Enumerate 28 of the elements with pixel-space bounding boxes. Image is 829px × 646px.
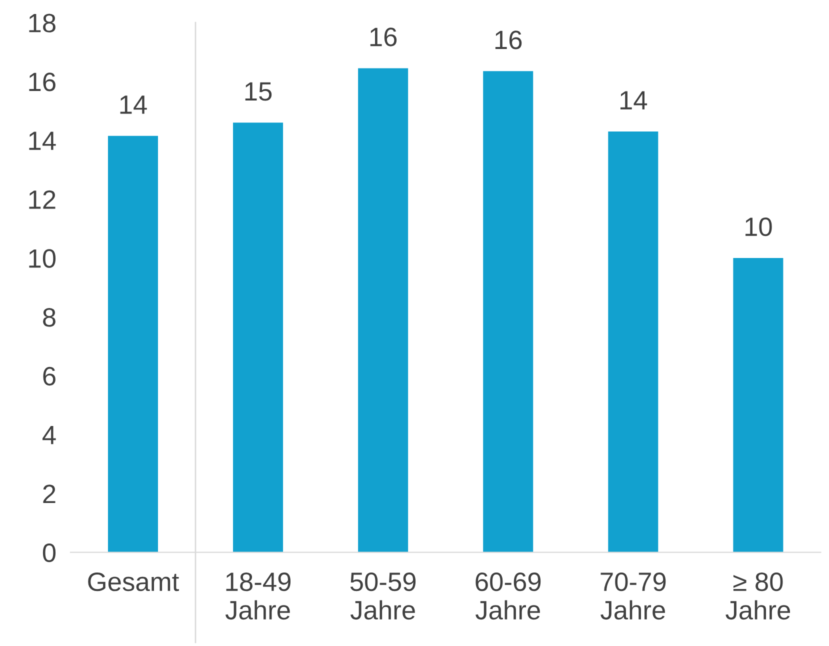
bar (358, 68, 408, 552)
bar (608, 131, 658, 552)
data-label: 14 (620, 91, 648, 110)
data-label: 14 (120, 96, 147, 114)
y-tick-label: 6 (43, 366, 56, 386)
x-tick-label: 50-59 Jahre (350, 572, 416, 620)
bar (233, 122, 284, 552)
y-tick-label: 10 (29, 249, 56, 268)
x-tick-label: 60-69 Jahre (476, 572, 541, 620)
y-tick-label: 0 (42, 543, 56, 562)
y-tick-label: 18 (29, 14, 56, 32)
data-label: 15 (245, 82, 272, 101)
bar (108, 136, 158, 552)
y-tick-label: 2 (43, 484, 56, 504)
data-label: 10 (746, 217, 772, 236)
bar (483, 71, 534, 552)
y-tick-label: 14 (29, 132, 56, 150)
y-tick-label: 16 (29, 72, 56, 92)
data-label: 16 (495, 30, 522, 50)
data-label: 16 (370, 28, 397, 46)
y-tick-label: 4 (42, 426, 56, 444)
x-tick-label: ≥ 80 Jahre (726, 572, 790, 620)
bar (733, 258, 784, 552)
x-tick-label: 18-49 Jahre (225, 572, 291, 620)
x-tick-label: Gesamt (88, 572, 179, 592)
y-tick-label: 8 (43, 308, 56, 327)
y-tick-label: 12 (29, 190, 56, 209)
x-tick-label: 70-79 Jahre (600, 572, 666, 620)
